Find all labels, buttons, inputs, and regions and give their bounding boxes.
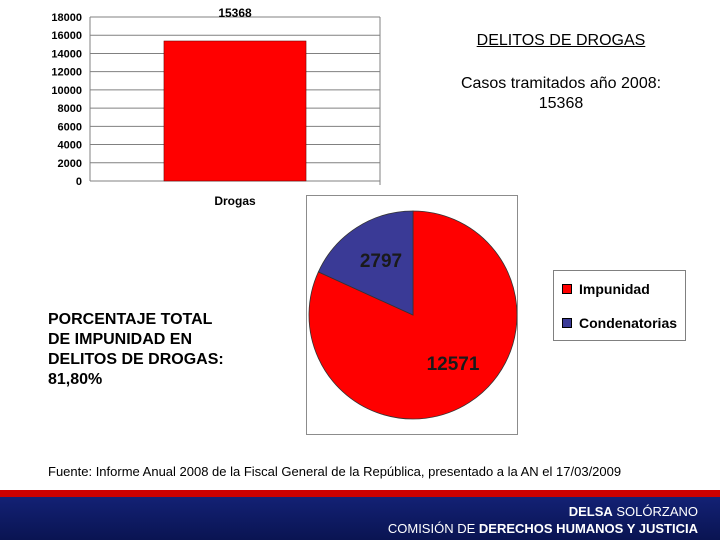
impunity-line-1: PORCENTAJE TOTAL [48,311,213,328]
pie-chart: 12571 2797 [308,210,517,420]
legend-item-impunidad: Impunidad [562,280,650,298]
bar-ticks: 0 2000 4000 6000 8000 10000 12000 14000 16000 180… [51,12,82,188]
pie-slice-impunidad [308,210,517,420]
bar-data-label: 15368 [218,6,252,20]
legend-swatch-impunidad [562,284,572,294]
cases-text: Casos tramitados año 2008: 15368 [430,74,692,114]
header-block: DELITOS DE DROGAS Casos tramitados año 2… [430,30,692,114]
footer-committee-prefix: COMISIÓN DE [387,521,476,536]
legend-swatch-condenatorias [562,318,572,328]
pie-slice-condenatorias [317,210,414,316]
cases-value: 15368 [538,95,584,112]
bar-axis [89,17,381,185]
footer-author-last: SOLÓRZANO [616,504,698,519]
source-note: Fuente: Informe Anual 2008 de la Fiscal … [48,464,622,479]
pie-label-impunidad: 12571 [427,354,480,375]
page-title: DELITOS DE DROGAS [476,32,646,49]
y-tick-label: 16000 [51,30,82,42]
y-tick-label: 14000 [51,48,82,60]
legend-label-impunidad: Impunidad [579,281,650,297]
y-tick-label: 2000 [58,158,82,170]
footer-author-first: DELSA [568,504,613,519]
footer-committee: COMISIÓN DE DERECHOS HUMANOS Y JUSTICIA [388,521,698,536]
impunity-line-2: DE IMPUNIDAD EN [48,331,193,348]
bar-marks [163,40,307,182]
y-tick-label: 12000 [51,67,82,79]
pie-slices [308,210,517,420]
impunity-summary: PORCENTAJE TOTAL DE IMPUNIDAD EN DELITOS… [48,310,268,390]
pie-chart-frame: 12571 2797 [306,195,518,435]
y-tick-label: 10000 [51,85,82,97]
pie-label-condenatorias: 2797 [360,251,402,272]
y-tick-label: 8000 [58,103,82,115]
footer-committee-name: DERECHOS HUMANOS Y JUSTICIA [478,521,698,536]
bar-category-label: Drogas [214,194,256,208]
y-tick-label: 18000 [51,12,82,24]
y-tick-label: 0 [76,176,82,188]
footer-author: DELSA SOLÓRZANO [569,504,698,519]
cases-label: Casos tramitados año 2008: [460,75,662,92]
legend-label-condenatorias: Condenatorias [579,315,678,331]
footer-stripe [0,490,720,497]
impunity-line-3: DELITOS DE DROGAS: [48,351,224,368]
pie-labels: 12571 2797 [360,251,480,375]
y-tick-label: 6000 [58,121,82,133]
pie-legend: Impunidad Condenatorias [553,270,686,341]
bar-drogas [163,40,307,182]
legend-item-condenatorias: Condenatorias [562,314,677,332]
footer-bar [0,490,720,540]
impunity-percentage: 81,80% [48,371,103,388]
y-tick-label: 4000 [58,140,82,152]
bar-chart: 0 2000 4000 6000 8000 10000 12000 14000 16000 180… [51,6,381,208]
